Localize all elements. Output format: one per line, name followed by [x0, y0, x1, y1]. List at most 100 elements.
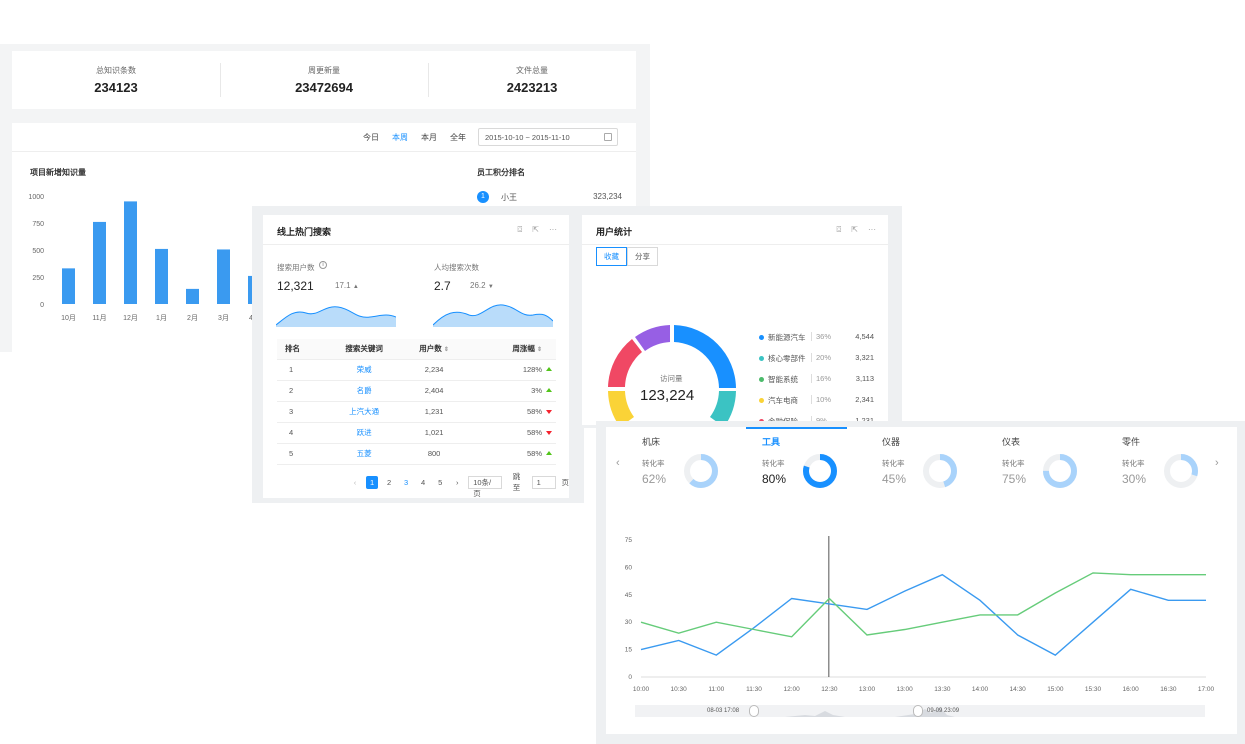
page-2[interactable]: 2	[386, 477, 392, 487]
legend-item[interactable]: 新能源汽车 36% 4,544	[759, 332, 874, 344]
share-icon[interactable]: ⇱	[851, 225, 858, 234]
tab-today[interactable]: 今日	[363, 133, 379, 142]
page-3[interactable]: 3	[404, 477, 409, 487]
y-tick-label: 1000	[28, 194, 44, 201]
rank-badge: 1	[477, 191, 489, 203]
card-actions: ⌼ ⇱ ···	[836, 225, 876, 235]
legend-item[interactable]: 汽车电商 10% 2,341	[759, 395, 874, 407]
col-change[interactable]: 周涨幅 ⇕	[464, 339, 556, 360]
page-5[interactable]: 5	[438, 477, 443, 487]
x-tick-label: 17:00	[1198, 686, 1215, 693]
chevron-left-icon[interactable]: ‹	[616, 457, 620, 469]
table-row: 1 荣威 2,234 128%	[277, 359, 556, 381]
x-tick-label: 14:30	[1010, 686, 1027, 693]
conversion-ring	[803, 454, 837, 488]
sparkline-users	[276, 306, 396, 327]
x-tick-label: 15:00	[1047, 686, 1064, 693]
col-users-label: 用户数	[419, 344, 442, 354]
slider-start-handle[interactable]	[749, 705, 759, 717]
trend-down-icon	[546, 430, 552, 435]
cell-keyword[interactable]: 上汽大通	[324, 401, 404, 423]
col-users[interactable]: 用户数 ⇕	[403, 339, 465, 360]
ring-progress	[684, 454, 718, 488]
legend-pct: 10%	[811, 395, 831, 404]
ring-progress	[1043, 454, 1077, 488]
metric-delta-value: 17.1	[335, 281, 351, 290]
tab-week[interactable]: 本周	[392, 133, 408, 142]
more-icon[interactable]: ···	[868, 225, 876, 234]
caret-down-icon: ▼	[487, 284, 494, 290]
conversion-ring	[684, 454, 718, 488]
conversion-label: 转化率	[882, 459, 905, 468]
next-page-icon[interactable]: ›	[455, 477, 459, 487]
stat-value: 23472694	[295, 80, 353, 95]
legend-item[interactable]: 核心零部件 20% 3,321	[759, 353, 874, 365]
conversion-label: 转化率	[1002, 459, 1025, 468]
cell-change: 58%	[464, 443, 556, 465]
legend-pct: 20%	[811, 353, 831, 362]
chevron-right-icon[interactable]: ›	[1215, 457, 1219, 469]
stat-label: 周更新量	[308, 66, 340, 75]
sort-icon: ⇕	[443, 347, 449, 354]
cell-keyword[interactable]: 五菱	[324, 443, 404, 465]
conversion-value: 80%	[762, 472, 787, 486]
tab-name: 工具	[762, 437, 781, 447]
donut-slice	[608, 339, 642, 387]
page-size-select[interactable]: 10条/页	[468, 475, 502, 498]
trend-up-icon	[546, 450, 552, 455]
camera-icon[interactable]: ⌼	[836, 225, 842, 234]
y-tick-label: 500	[32, 248, 44, 255]
info-icon[interactable]: i	[319, 261, 327, 269]
legend-item[interactable]: 智能系统 16% 3,113	[759, 374, 874, 386]
cell-keyword[interactable]: 跃进	[324, 422, 404, 444]
date-range-picker[interactable]: 2015-10-10 ~ 2015-11-10	[478, 128, 618, 146]
cell-users: 1,231	[403, 401, 465, 423]
bar	[186, 288, 199, 304]
summary-stats: 总知识条数 234123 周更新量 23472694 文件总量 2423213	[12, 51, 636, 109]
table-row: 2 名爵 2,404 3%	[277, 380, 556, 402]
cell-rank: 2	[277, 380, 325, 402]
col-rank: 排名	[277, 339, 325, 360]
legend-name: 汽车电商	[768, 396, 798, 405]
legend-dot	[759, 377, 764, 382]
cell-change: 128%	[464, 359, 556, 381]
tab-year[interactable]: 全年	[450, 133, 466, 142]
tab-month[interactable]: 本月	[421, 133, 437, 142]
page-4[interactable]: 4	[421, 477, 426, 487]
x-tick-label: 10月	[61, 314, 76, 322]
conversion-value: 30%	[1122, 472, 1147, 486]
segment-favorites[interactable]: 收藏	[596, 247, 627, 266]
legend-pct: 9%	[811, 416, 827, 425]
line-chart: 0 15 30 45 60 75 10:00 10:30 11:00 11:30 12:00 12:3…	[625, 536, 1215, 693]
y-tick-label: 45	[625, 592, 633, 599]
trend-down-icon	[546, 409, 552, 414]
prev-page-icon[interactable]: ‹	[353, 477, 357, 487]
cell-keyword[interactable]: 名爵	[324, 380, 404, 402]
bar	[62, 268, 75, 304]
page-1[interactable]: 1	[366, 475, 379, 489]
x-tick-label: 14:00	[972, 686, 989, 693]
conversion-card: ‹ › 机床 转化率 62% 工具 转化率 80% 仪器 转化率 45% 仪表 …	[606, 427, 1237, 734]
bar	[124, 201, 137, 304]
y-tick-label: 250	[32, 275, 44, 282]
stat-weekly-updates: 周更新量 23472694	[220, 51, 428, 109]
legend-name: 智能系统	[768, 375, 798, 384]
more-icon[interactable]: ···	[549, 225, 557, 234]
jump-input[interactable]: 1	[531, 475, 557, 489]
cell-rank: 1	[277, 359, 325, 381]
rank-value: 323,234	[593, 192, 622, 201]
card-header: 线上热门搜索 ⌼ ⇱ ···	[263, 215, 569, 245]
segment-share[interactable]: 分享	[627, 247, 658, 266]
table-row: 5 五菱 800 58%	[277, 443, 556, 465]
conversion-value: 45%	[882, 472, 907, 486]
metric-delta-value: 26.2	[470, 281, 486, 290]
x-tick-label: 16:00	[1123, 686, 1140, 693]
cell-keyword[interactable]: 荣威	[324, 359, 404, 381]
slider-end-handle[interactable]	[913, 705, 923, 717]
share-icon[interactable]: ⇱	[532, 225, 539, 234]
y-tick-label: 15	[625, 647, 633, 654]
change-value: 128%	[522, 365, 542, 374]
x-tick-label: 16:30	[1160, 686, 1177, 693]
legend-name: 核心零部件	[768, 354, 806, 363]
camera-icon[interactable]: ⌼	[517, 225, 523, 234]
